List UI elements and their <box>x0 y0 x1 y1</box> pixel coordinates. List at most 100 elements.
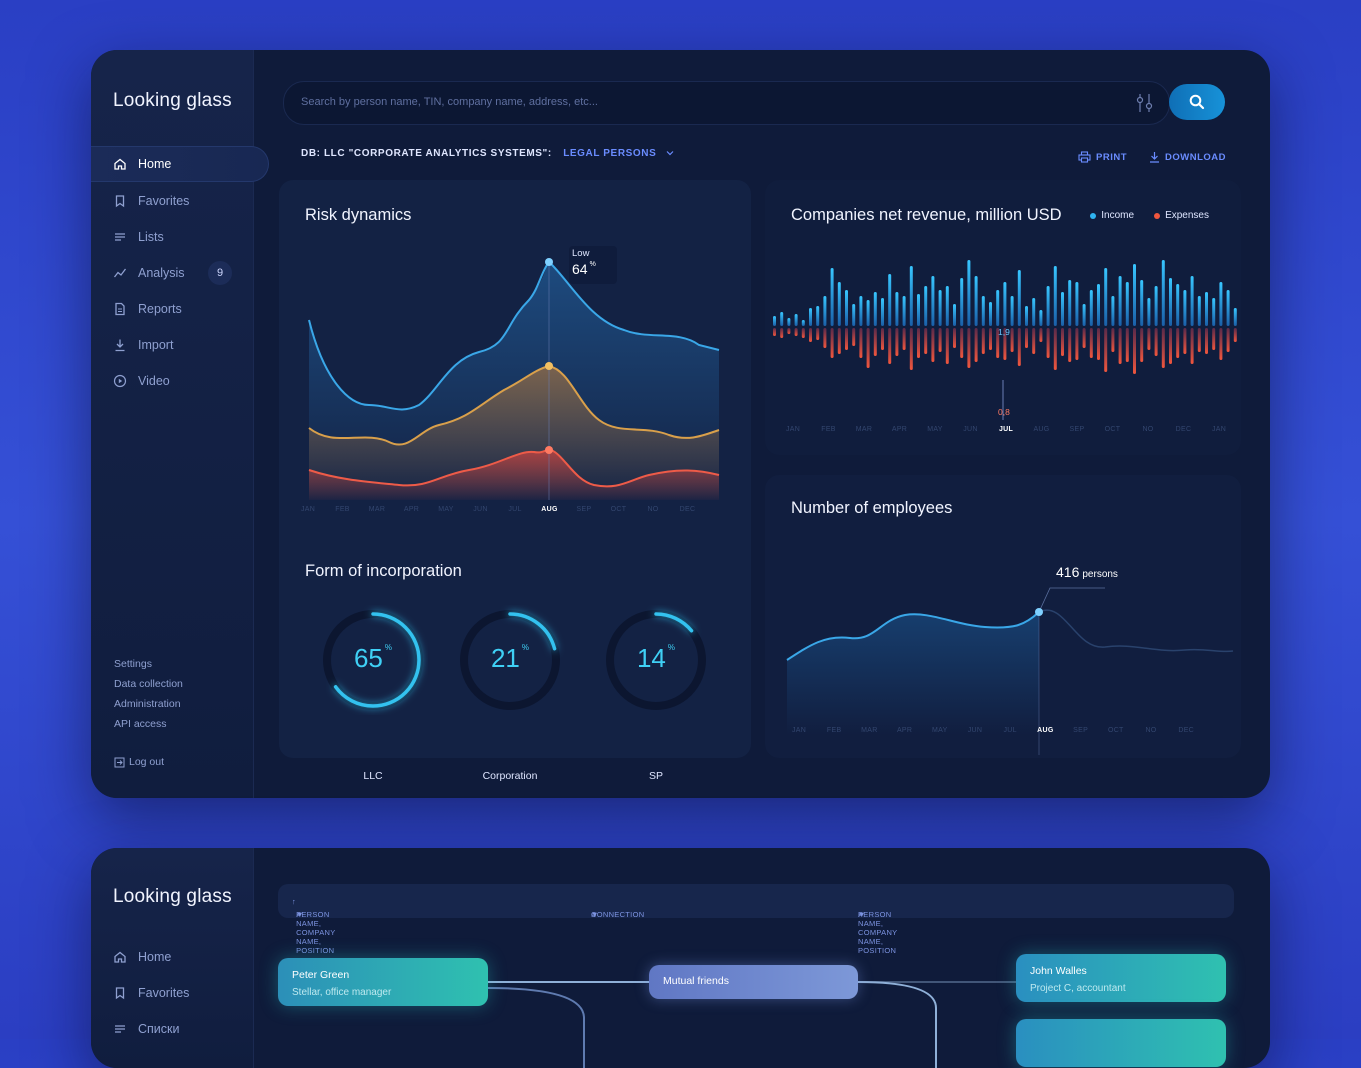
income-bar[interactable] <box>780 312 784 326</box>
expense-bar[interactable] <box>852 328 856 346</box>
income-bar[interactable] <box>1169 278 1172 326</box>
api-access-link[interactable]: API access <box>114 718 167 730</box>
income-bar[interactable] <box>1233 308 1237 326</box>
expense-bar[interactable] <box>909 328 913 370</box>
month-tick-no[interactable]: NO <box>1145 727 1157 734</box>
filter-icon[interactable] <box>1136 93 1154 113</box>
expense-bar[interactable] <box>1226 328 1230 352</box>
income-bar[interactable] <box>1183 290 1187 326</box>
expense-bar[interactable] <box>1025 328 1028 348</box>
expense-bar[interactable] <box>989 328 992 350</box>
income-bar[interactable] <box>902 296 906 326</box>
sidebar-item-lists[interactable]: Lists <box>91 220 269 254</box>
income-bar[interactable] <box>1053 266 1057 326</box>
month-tick-aug[interactable]: AUG <box>1037 727 1054 734</box>
income-bar[interactable] <box>881 298 884 326</box>
expense-bar[interactable] <box>1010 328 1014 352</box>
income-bar[interactable] <box>773 316 776 326</box>
month-tick-oct[interactable]: OCT <box>1104 426 1121 433</box>
expense-bar[interactable] <box>996 328 1000 358</box>
expense-bar[interactable] <box>960 328 964 358</box>
income-bar[interactable] <box>1039 310 1043 326</box>
logout-link[interactable]: Log out <box>114 756 164 768</box>
expense-bar[interactable] <box>873 328 877 356</box>
expense-bar[interactable] <box>794 328 798 336</box>
month-tick-mar[interactable]: MAR <box>861 727 878 734</box>
month-tick-sep[interactable]: SEP <box>576 506 592 513</box>
expense-bar[interactable] <box>1154 328 1158 356</box>
month-tick-jun[interactable]: JUN <box>967 727 983 734</box>
expense-bar[interactable] <box>931 328 935 362</box>
month-tick-jan[interactable]: JAN <box>791 727 807 734</box>
expense-bar[interactable] <box>1147 328 1151 350</box>
expense-bar[interactable] <box>809 328 812 342</box>
expense-bar[interactable] <box>1053 328 1057 370</box>
sidebar-item-video[interactable]: Video <box>91 364 269 398</box>
income-bar[interactable] <box>866 300 870 326</box>
search-icon[interactable]: ⌕ <box>858 910 863 919</box>
income-bar[interactable] <box>1212 298 1216 326</box>
expense-bar[interactable] <box>1212 328 1216 350</box>
expense-bar[interactable] <box>1190 328 1194 364</box>
income-bar[interactable] <box>852 304 856 326</box>
income-bar[interactable] <box>967 260 971 326</box>
income-bar[interactable] <box>859 296 863 326</box>
income-bar[interactable] <box>895 292 899 326</box>
expense-bar[interactable] <box>924 328 928 354</box>
sidebar-item-home[interactable]: Home <box>91 940 269 974</box>
filter-icon[interactable]: ▼ <box>858 910 866 919</box>
sidebar-item-favorites[interactable]: Favorites <box>91 184 269 218</box>
expense-bar[interactable] <box>888 328 892 364</box>
search-input[interactable]: Search by person name, TIN, company name… <box>283 81 1170 125</box>
expense-bar[interactable] <box>859 328 863 358</box>
sidebar-item-lists[interactable]: Списки <box>91 1012 269 1046</box>
income-bar[interactable] <box>888 274 892 326</box>
income-bar[interactable] <box>1118 276 1122 326</box>
expense-bar[interactable] <box>1125 328 1129 362</box>
expense-bar[interactable] <box>780 328 784 338</box>
income-bar[interactable] <box>1104 268 1108 326</box>
month-tick-jan[interactable]: JAN <box>300 506 316 513</box>
month-tick-feb[interactable]: FEB <box>821 426 836 433</box>
income-bar[interactable] <box>1176 284 1180 326</box>
income-bar[interactable] <box>1147 298 1151 326</box>
person-node-right-2[interactable] <box>1016 1019 1226 1067</box>
month-tick-dec[interactable]: DEC <box>679 506 696 513</box>
income-bar[interactable] <box>1219 282 1223 326</box>
expense-bar[interactable] <box>787 328 791 334</box>
income-bar[interactable] <box>837 282 841 326</box>
income-bar[interactable] <box>924 286 928 326</box>
expense-bar[interactable] <box>1068 328 1072 362</box>
income-bar[interactable] <box>953 304 956 326</box>
download-button[interactable]: DOWNLOAD <box>1149 151 1226 163</box>
expense-bar[interactable] <box>1197 328 1201 352</box>
month-tick-jun[interactable]: JUN <box>473 506 488 513</box>
expense-bar[interactable] <box>967 328 971 368</box>
expense-bar[interactable] <box>1082 328 1086 348</box>
income-bar[interactable] <box>1046 286 1050 326</box>
income-bar[interactable] <box>1075 282 1079 326</box>
expense-bar[interactable] <box>974 328 978 362</box>
expense-bar[interactable] <box>1089 328 1093 358</box>
income-bar[interactable] <box>1197 296 1201 326</box>
income-bar[interactable] <box>1125 282 1129 326</box>
search-icon[interactable]: ⌕ <box>591 910 596 919</box>
administration-link[interactable]: Administration <box>114 698 181 710</box>
expense-bar[interactable] <box>1233 328 1237 342</box>
income-bar[interactable] <box>1082 304 1086 326</box>
expense-bar[interactable] <box>895 328 899 356</box>
expense-bar[interactable] <box>917 328 920 358</box>
income-bar[interactable] <box>845 290 848 326</box>
income-bar[interactable] <box>909 266 913 326</box>
income-bar[interactable] <box>787 318 791 326</box>
month-tick-jul[interactable]: JUL <box>508 506 522 513</box>
expense-bar[interactable] <box>1183 328 1187 354</box>
income-bar[interactable] <box>938 290 942 326</box>
income-bar[interactable] <box>1226 290 1230 326</box>
expense-bar[interactable] <box>823 328 827 348</box>
month-tick-feb[interactable]: FEB <box>335 506 350 513</box>
column-header-person-a[interactable]: ↑ PERSON NAME, COMPANY NAME, POSITION ▼ … <box>292 897 336 955</box>
income-bar[interactable] <box>974 276 978 326</box>
sidebar-item-import[interactable]: Import <box>91 328 269 362</box>
database-selector[interactable]: DB: LLC "CORPORATE ANALYTICS SYSTEMS": L… <box>301 148 674 159</box>
